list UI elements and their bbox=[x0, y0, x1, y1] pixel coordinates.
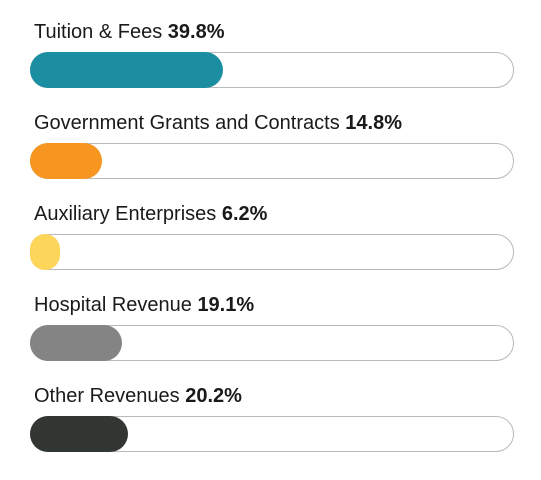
bar-row-other: Other Revenues 20.2% bbox=[0, 384, 541, 475]
bar-label-other: Other Revenues 20.2% bbox=[34, 384, 242, 408]
bar-label-government-grants: Government Grants and Contracts 14.8% bbox=[34, 111, 402, 135]
bar-label-hospital: Hospital Revenue 19.1% bbox=[34, 293, 254, 317]
category-label: Government Grants and Contracts bbox=[34, 112, 340, 134]
bar-label-auxiliary: Auxiliary Enterprises 6.2% bbox=[34, 202, 267, 226]
category-label: Hospital Revenue bbox=[34, 294, 192, 316]
category-label: Tuition & Fees bbox=[34, 21, 163, 43]
value-label: 14.8% bbox=[345, 112, 402, 134]
bar-track bbox=[30, 143, 514, 179]
bar-label-tuition: Tuition & Fees 39.8% bbox=[34, 20, 224, 44]
bar-fill-government-grants bbox=[30, 143, 102, 179]
category-label: Auxiliary Enterprises bbox=[34, 203, 217, 225]
bar-row-auxiliary: Auxiliary Enterprises 6.2% bbox=[0, 202, 541, 293]
bar-fill-auxiliary bbox=[30, 234, 60, 270]
value-label: 6.2% bbox=[221, 203, 268, 225]
category-label: Other Revenues bbox=[34, 385, 180, 407]
value-label: 20.2% bbox=[185, 385, 242, 407]
bar-track bbox=[30, 234, 514, 270]
bar-fill-hospital bbox=[30, 325, 123, 361]
value-label: 19.1% bbox=[197, 294, 255, 316]
bar-row-tuition: Tuition & Fees 39.8% bbox=[0, 20, 541, 111]
bar-row-hospital: Hospital Revenue 19.1% bbox=[0, 293, 541, 384]
bar-row-government-grants: Government Grants and Contracts 14.8% bbox=[0, 111, 541, 202]
value-label: 39.8% bbox=[167, 21, 225, 43]
bar-fill-tuition bbox=[30, 52, 223, 88]
bar-fill-other bbox=[30, 416, 128, 452]
